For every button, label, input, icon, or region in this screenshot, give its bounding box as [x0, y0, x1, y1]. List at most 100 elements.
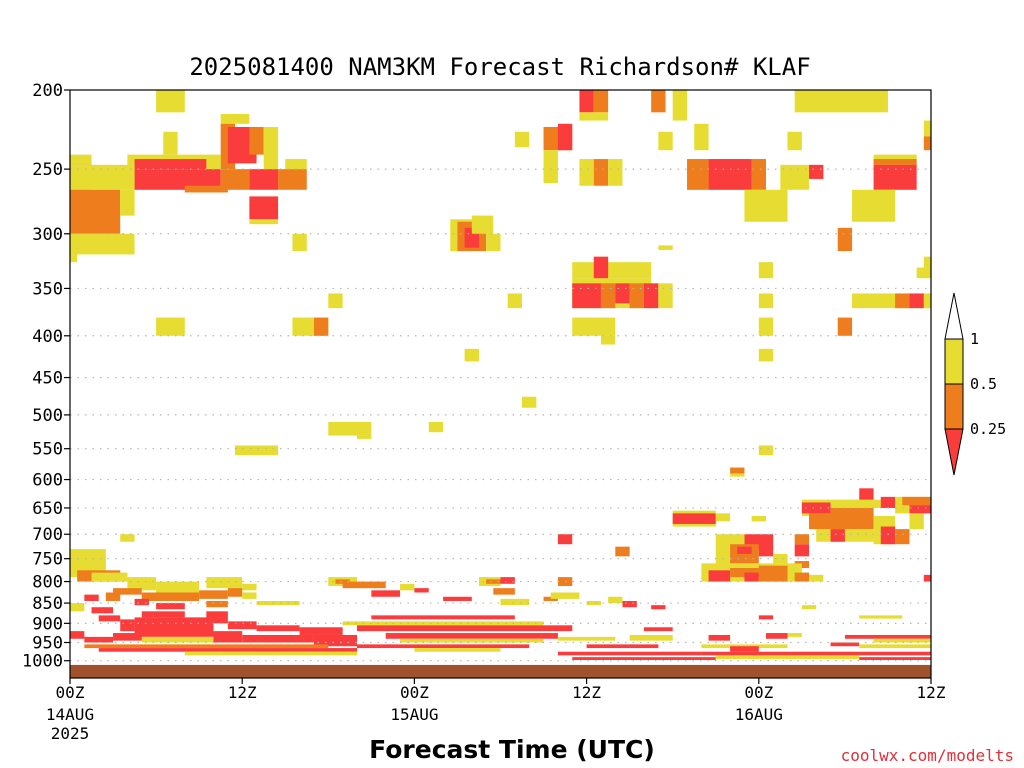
heatmap-cell	[600, 335, 616, 345]
heatmap-cell	[134, 598, 149, 606]
heatmap-cell	[758, 293, 774, 309]
heatmap-cell	[658, 131, 673, 151]
x-tick-label: 16AUG	[735, 705, 783, 724]
heatmap-cell	[256, 625, 300, 632]
heatmap-cell	[830, 507, 874, 517]
heatmap-cell	[105, 592, 121, 601]
heatmap-cell	[923, 136, 931, 151]
heatmap-cell	[98, 648, 357, 652]
heatmap-cell	[220, 113, 250, 124]
heatmap-cell	[400, 638, 544, 643]
heatmap-cell	[572, 283, 601, 309]
heatmap-cell	[658, 283, 673, 309]
heatmap-cell	[651, 605, 666, 610]
heatmap-cell	[163, 131, 178, 155]
colorbar-bottom-triangle	[944, 428, 964, 476]
heatmap-cell	[342, 621, 544, 626]
heatmap-cell	[844, 634, 931, 639]
heatmap-cell	[428, 421, 444, 433]
x-tick-label: 12Z	[228, 683, 257, 702]
heatmap-cell	[113, 588, 142, 595]
heatmap-cell	[615, 546, 630, 557]
x-tick-label: 00Z	[744, 683, 773, 702]
heatmap-cell	[91, 607, 114, 614]
heatmap-cell	[572, 262, 652, 279]
heatmap-cell	[758, 615, 774, 620]
heatmap-cell	[328, 293, 343, 309]
heatmap-cell	[134, 617, 214, 637]
heatmap-cell	[278, 169, 307, 190]
heatmap-cell	[572, 317, 616, 336]
y-tick-label: 550	[32, 440, 63, 460]
heatmap-cell	[579, 159, 594, 186]
y-tick-label: 800	[32, 573, 63, 593]
x-tick-label: 00Z	[400, 683, 429, 702]
heatmap-cell	[414, 648, 501, 652]
heatmap-cell	[837, 227, 853, 252]
heatmap-cell	[249, 169, 279, 190]
heatmap-cell	[809, 574, 824, 582]
heatmap-cell	[801, 502, 831, 514]
heatmap-cell	[313, 317, 329, 336]
y-tick-label: 1000	[22, 652, 63, 672]
heatmap-cell	[758, 262, 774, 279]
colorbar-legend: 1 0.5 0.25	[944, 292, 1006, 476]
heatmap-cell	[156, 603, 185, 610]
heatmap-cell	[464, 348, 479, 362]
heatmap-cell	[400, 583, 415, 591]
heatmap-cell	[615, 283, 630, 304]
heatmap-cell	[134, 169, 221, 190]
heatmap-cell	[371, 590, 401, 597]
heatmap-cell	[593, 159, 609, 186]
heatmap-cell	[758, 317, 774, 336]
heatmap-cell	[909, 505, 931, 514]
heatmap-cell	[751, 159, 766, 190]
colorbar-label: 1	[970, 330, 979, 348]
heatmap-cell	[113, 633, 142, 641]
heatmap-cell	[859, 644, 931, 649]
heatmap-cell	[127, 577, 157, 591]
heatmap-cell	[758, 445, 774, 456]
heatmap-cell	[557, 636, 616, 641]
pressure-gridlines	[70, 168, 931, 662]
heatmap-cell	[557, 651, 702, 656]
heatmap-cell	[141, 592, 200, 601]
heatmap-cell	[758, 348, 774, 362]
heatmap-cell	[730, 646, 759, 652]
heatmap-cell	[923, 574, 931, 582]
x-tick-label: 12Z	[572, 683, 601, 702]
heatmap-cell	[730, 473, 745, 477]
heatmap-cell	[730, 467, 745, 474]
heatmap-cell	[91, 189, 121, 234]
heatmap-cell	[242, 634, 314, 643]
heatmap-cell	[730, 568, 759, 578]
heatmap-cell	[84, 636, 114, 643]
heatmap-cell	[206, 600, 228, 608]
heatmap-cell	[715, 655, 860, 659]
heatmap-cell	[895, 529, 910, 545]
heatmap-cell	[227, 621, 257, 630]
heatmap-cell	[644, 627, 673, 632]
x-tick-label: 14AUG	[46, 705, 94, 724]
heatmap-cell	[227, 577, 243, 591]
heatmap-cell	[242, 592, 257, 599]
heatmap-cell	[249, 127, 264, 155]
y-tick-label: 450	[32, 369, 63, 389]
heatmap-cell	[493, 588, 515, 595]
heatmap-cell	[471, 215, 494, 234]
heatmap-cell	[708, 570, 731, 582]
heatmap-cell	[579, 90, 594, 113]
credit-link[interactable]: coolwx.com/modelts	[841, 746, 1014, 765]
heatmap-cell	[737, 546, 752, 554]
heatmap-cell	[816, 529, 874, 542]
colorbar-label: 0.5	[970, 375, 997, 393]
heatmap-cell	[787, 131, 802, 151]
heatmap-cell	[909, 513, 924, 530]
heatmap-cell	[672, 90, 688, 121]
heatmap-cell	[744, 572, 759, 582]
heatmap-cell	[134, 159, 207, 170]
heatmap-cell	[651, 90, 666, 113]
heatmap-cell	[141, 636, 214, 643]
heatmap-cell	[923, 120, 931, 137]
heatmap-cell	[572, 657, 716, 660]
